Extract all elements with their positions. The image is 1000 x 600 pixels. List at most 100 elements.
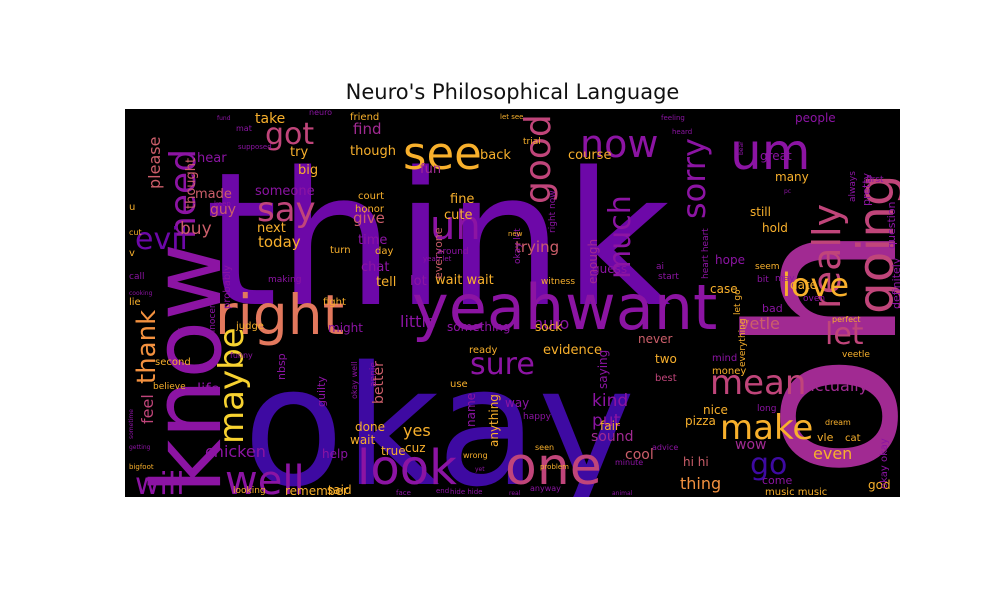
word-keep: keep xyxy=(214,200,231,208)
word-u: u xyxy=(129,202,135,213)
word-time: time xyxy=(358,233,387,248)
word-case: case xyxy=(710,282,738,296)
word-wait: wait xyxy=(350,433,376,447)
word-go: go xyxy=(750,447,787,482)
word-chicken: chicken xyxy=(205,442,266,461)
word-need: need xyxy=(163,149,204,239)
word-may: may xyxy=(775,274,795,284)
word-heard: heard xyxy=(672,128,692,136)
word-mat: mat xyxy=(236,124,252,133)
word-start: start xyxy=(658,272,679,282)
word-wrong: wrong xyxy=(463,451,488,460)
word-name: name xyxy=(464,393,478,427)
word-real: real xyxy=(509,490,521,497)
word-heart-heart: heart heart xyxy=(701,228,711,279)
word-sorry: sorry xyxy=(675,138,713,219)
word-nuro: nuro xyxy=(533,314,569,333)
word-right-now: right now xyxy=(548,190,558,233)
word-said: said xyxy=(327,483,352,497)
word-hide-hide: hide hide xyxy=(450,488,483,496)
word-look: look xyxy=(357,440,457,496)
word-long: long xyxy=(757,404,776,414)
word-yeah: yeah xyxy=(412,271,564,344)
word-even: even xyxy=(813,444,852,463)
word-hear: hear xyxy=(197,151,227,166)
word-lie: lie xyxy=(129,297,141,308)
word-done: done xyxy=(355,420,385,434)
word-anyway: anyway xyxy=(530,484,561,493)
word-call: call xyxy=(129,272,144,282)
word-problem: problem xyxy=(540,463,569,471)
word-true: true xyxy=(381,444,406,458)
word-come: come xyxy=(762,474,792,487)
word-let: let xyxy=(825,317,864,352)
word-want: want xyxy=(565,271,717,344)
word-okay-okay: okay okay xyxy=(879,438,890,489)
word-kind: kind xyxy=(592,391,628,411)
word-people: people xyxy=(795,111,836,125)
word-cuz: cuz xyxy=(405,441,426,455)
word-cooking: cooking xyxy=(129,290,153,297)
word-really: really xyxy=(805,204,849,309)
word-oven: oven xyxy=(803,294,825,304)
word-love: love xyxy=(782,266,849,304)
word-will: will xyxy=(135,467,185,497)
word-v: v xyxy=(129,248,135,259)
word-god: god xyxy=(868,478,891,492)
word-first: first xyxy=(866,175,884,185)
word-music-music: music music xyxy=(765,487,827,497)
word-feeling: feeling xyxy=(661,114,685,122)
word-cat: cat xyxy=(845,433,861,444)
word-right: right xyxy=(215,283,344,347)
word-vetle: vetle xyxy=(740,314,780,333)
word-well: well xyxy=(225,458,305,497)
word-second: second xyxy=(155,357,191,368)
word-seen: seen xyxy=(535,443,554,452)
word-new: new xyxy=(508,230,523,238)
word-funny: funny xyxy=(230,351,253,360)
word-looking: looking xyxy=(233,486,266,496)
word-thank: thank xyxy=(132,310,162,384)
word-mean: mean xyxy=(710,363,806,403)
word-best: best xyxy=(655,373,677,384)
word-money: money xyxy=(712,366,746,377)
word-okay-let: okay let xyxy=(513,228,523,264)
word-wow: wow xyxy=(735,437,766,453)
word-fair: fair xyxy=(600,419,620,433)
word-h: h xyxy=(178,328,182,335)
word-sock: sock xyxy=(535,320,562,334)
word-innocent: innocent xyxy=(208,298,218,338)
word-let-see: let see xyxy=(500,113,523,121)
word-one: one xyxy=(505,437,602,497)
word-bit: bit xyxy=(757,275,769,285)
word-sure: sure xyxy=(470,347,535,382)
word-yeah-let: yeah let xyxy=(423,255,452,263)
word-happy: happy xyxy=(523,412,552,422)
word-believe: believe xyxy=(153,382,186,392)
word-buy: buy xyxy=(180,219,212,239)
word-find: find xyxy=(353,120,381,138)
word-next: next xyxy=(257,221,286,236)
word-fund: fund xyxy=(217,115,231,122)
word-turn: turn xyxy=(330,245,351,256)
word-try: try xyxy=(290,145,308,160)
word-trial: trial xyxy=(523,137,541,147)
word-feel: feel xyxy=(138,394,157,424)
word-pretty: pretty xyxy=(860,172,873,206)
word-thing: thing xyxy=(680,474,721,493)
word-guy: guy xyxy=(210,202,236,218)
word-enough: enough xyxy=(586,239,600,284)
word-yes: yes xyxy=(403,421,431,440)
word-probably: probably xyxy=(222,265,233,309)
word-yet: yet xyxy=(475,466,485,473)
word-think: think xyxy=(205,132,671,348)
word-please: please xyxy=(145,137,164,189)
word-use: use xyxy=(450,379,468,390)
word-bear: bear xyxy=(738,141,745,155)
word-cut: cut xyxy=(129,228,142,237)
word-animal: animal xyxy=(612,490,633,497)
word-hold: hold xyxy=(762,221,788,235)
word-ai: ai xyxy=(656,262,664,272)
word-wait-wait: wait wait xyxy=(435,273,494,288)
word-fine: fine xyxy=(450,192,474,207)
